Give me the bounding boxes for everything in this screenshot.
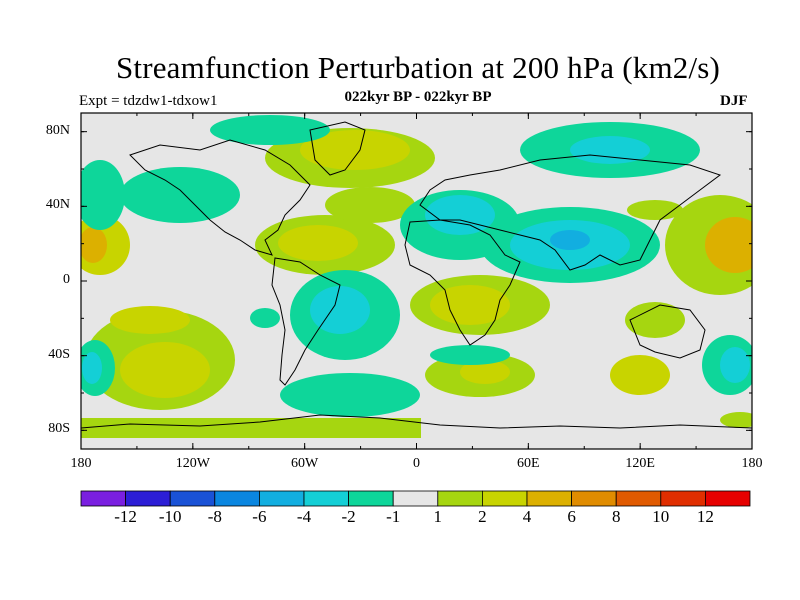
greenland-coast — [309, 121, 366, 176]
lon-tick-label: 180 — [741, 456, 763, 471]
colorbar-label: -2 — [341, 507, 356, 526]
lon-tick-label: 0 — [413, 456, 420, 471]
colorbar-label: -6 — [252, 507, 267, 526]
lon-tick-label: 60E — [517, 456, 540, 471]
anomaly-blob — [210, 115, 330, 145]
colorbar-swatch — [303, 490, 349, 507]
anomaly-blob — [430, 345, 510, 365]
period-label: 022kyr BP - 022kyr BP — [344, 89, 492, 105]
colorbar-label: -8 — [207, 507, 222, 526]
lat-tick-label: 0 — [63, 272, 70, 287]
lat-tick-label: 80N — [45, 122, 70, 138]
colorbar-swatch — [80, 490, 126, 507]
anomaly-blob — [81, 160, 125, 230]
colorbar-swatch — [705, 490, 751, 507]
lat-tick-label: 80S — [48, 421, 70, 437]
anomaly-blob — [81, 418, 421, 438]
anomaly-blob — [81, 227, 107, 263]
anomaly-blob — [430, 285, 510, 325]
colorbar-swatch — [169, 490, 216, 507]
colorbar-swatch — [571, 490, 617, 507]
lon-tick-label: 180 — [70, 456, 92, 471]
anomaly-blob — [120, 342, 210, 398]
colorbar-swatch — [615, 490, 662, 507]
south-america-coast — [271, 257, 341, 386]
anomaly-blob — [278, 225, 358, 261]
antarctica-coast — [81, 414, 752, 429]
anomaly-blob — [460, 360, 510, 384]
anomaly-blob — [425, 195, 495, 235]
lat-tick-label: 40S — [48, 346, 70, 362]
colorbar-swatch — [392, 490, 439, 507]
north-america-coast — [129, 139, 311, 256]
colorbar-label: 6 — [567, 507, 576, 526]
colorbar-swatch — [660, 490, 706, 507]
australia-coast — [629, 304, 706, 359]
lon-tick-label: 60W — [291, 456, 319, 471]
colorbar-swatch — [258, 490, 305, 507]
axis-ticks — [80, 113, 753, 449]
colorbar-label: 1 — [433, 507, 443, 526]
colorbar-swatch — [526, 490, 572, 507]
colorbar-label: -10 — [158, 507, 182, 526]
africa-coast — [404, 219, 521, 346]
lon-tick-label: 120W — [175, 456, 210, 471]
lat-tick-label: 40N — [45, 197, 70, 213]
lon-tick-label: 120E — [625, 456, 655, 471]
anomaly-blob — [550, 230, 590, 250]
colorbar-swatch — [481, 490, 528, 507]
coastlines — [81, 121, 752, 429]
colorbar-label: -4 — [296, 507, 312, 526]
anomaly-blob — [310, 286, 370, 334]
colorbar-swatch — [348, 490, 394, 507]
anomaly-blob — [120, 167, 240, 223]
colorbar-label: -12 — [114, 507, 137, 526]
colorbar-label: 12 — [696, 507, 714, 526]
colorbar-label: 10 — [652, 507, 670, 526]
anomaly-blob — [720, 347, 750, 383]
anomaly-blob — [570, 136, 650, 164]
colorbar — [80, 490, 751, 507]
anomaly-blob — [627, 200, 683, 220]
europe-asia-coast — [419, 154, 722, 271]
chart-title: Streamfunction Perturbation at 200 hPa (… — [115, 50, 721, 85]
anomaly-blob — [110, 306, 190, 334]
anomaly-blob — [705, 217, 752, 273]
colorbar-swatch — [214, 490, 260, 507]
anomaly-blob — [610, 355, 670, 395]
experiment-label: Expt = tdzdw1-tdxow1 — [79, 93, 218, 109]
colorbar-swatch — [437, 490, 483, 507]
anomaly-blob — [250, 308, 280, 328]
anomaly-blob — [720, 412, 752, 428]
anomaly-blob — [300, 130, 410, 170]
season-label: DJF — [720, 93, 748, 109]
anomaly-blob — [82, 352, 102, 384]
colorbar-label: 2 — [478, 507, 487, 526]
anomaly-blob — [280, 373, 420, 417]
colorbar-label: 4 — [522, 507, 532, 526]
anomaly-blob — [625, 302, 685, 338]
colorbar-label: -1 — [386, 507, 401, 526]
anomaly-blob — [325, 187, 415, 223]
colorbar-swatch — [125, 490, 171, 507]
colorbar-label: 8 — [611, 507, 621, 526]
anomaly-fields — [81, 115, 752, 438]
